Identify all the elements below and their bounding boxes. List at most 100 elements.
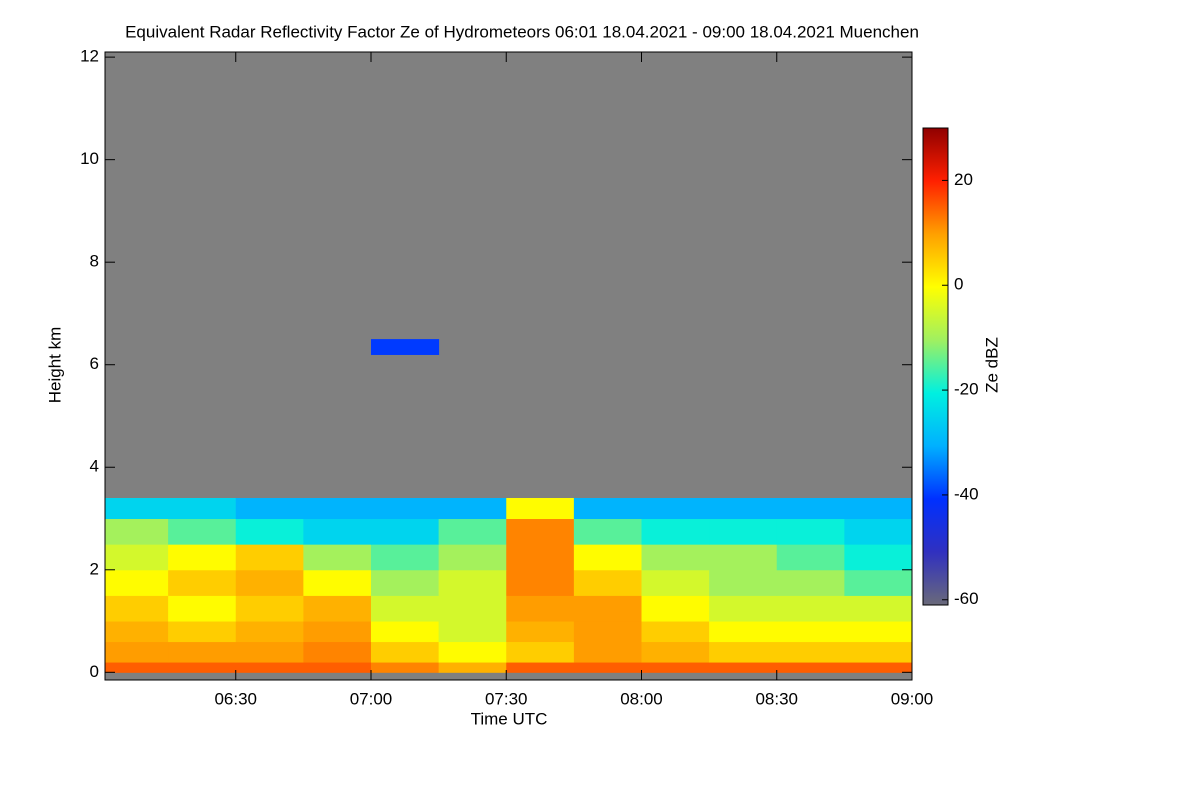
heat-cell [370,339,440,355]
heat-cell [168,544,237,571]
y-tick-label: 4 [90,457,99,476]
y-tick-label: 6 [90,354,99,373]
heat-cell [105,569,169,596]
heat-cell [235,498,304,520]
heat-cell [168,569,237,596]
heat-cell [506,544,575,571]
x-axis-label: Time UTC [471,709,548,728]
heat-cell [370,544,440,571]
heat-cell [370,569,440,596]
x-tick-label: 08:00 [620,689,663,708]
heat-cell [370,641,440,663]
heat-cell [438,641,507,663]
heat-cell [844,544,913,571]
heat-cell [641,641,710,663]
heat-cell [641,621,710,643]
heat-cell [370,518,440,545]
heat-cell [506,621,575,643]
heat-cell [641,595,710,622]
heat-cell [235,641,304,663]
heat-cell [370,621,440,643]
heat-cell [105,621,169,643]
y-tick-label: 8 [90,252,99,271]
heat-cell [709,641,778,663]
heat-cell [641,662,710,673]
colorbar-tick-label: 20 [954,170,973,189]
heat-cell [168,498,237,520]
heat-cell [105,498,169,520]
heat-cell [438,518,507,545]
heat-cell [506,662,575,673]
heat-cell [303,498,372,520]
heat-cell [709,498,778,520]
x-tick-label: 08:30 [755,689,798,708]
heat-cell [776,641,845,663]
heat-cell [235,595,304,622]
heat-cell [303,544,372,571]
x-tick-label: 09:00 [891,689,934,708]
heat-cell [709,544,778,571]
heat-cell [370,662,440,673]
heat-cell [168,595,237,622]
heat-cell [235,569,304,596]
heat-cell [235,621,304,643]
heat-cell [303,621,372,643]
heat-cell [776,544,845,571]
y-tick-label: 12 [80,47,99,66]
heat-cell [573,498,642,520]
heat-cell [438,498,507,520]
heat-cell [776,595,845,622]
heat-cell [168,641,237,663]
heat-cell [641,518,710,545]
heat-cell [709,518,778,545]
heat-cell [438,569,507,596]
heat-cell [776,569,845,596]
colorbar-tick-label: -40 [954,484,979,503]
heat-cell [844,569,913,596]
heat-cell [573,518,642,545]
heat-cell [709,662,778,673]
colorbar-tick-label: -20 [954,380,979,399]
heat-cell [573,662,642,673]
heat-cell [303,641,372,663]
heat-cell [438,544,507,571]
heat-cell [641,544,710,571]
heat-cell [105,544,169,571]
x-tick-label: 07:30 [485,689,528,708]
heat-cell [370,498,440,520]
heat-cell [641,569,710,596]
heat-cell [168,621,237,643]
heat-cell [573,544,642,571]
heat-cell [844,498,913,520]
heat-cell [844,641,913,663]
heat-cell [573,595,642,622]
colorbar [922,127,949,606]
heat-cell [303,595,372,622]
colorbar-label: Ze dBZ [982,337,1001,393]
heat-cell [506,518,575,545]
colorbar-tick-label: 0 [954,275,963,294]
heat-cell [844,662,913,673]
heat-cell [573,569,642,596]
heat-cell [168,662,237,673]
heat-cell [844,621,913,643]
heat-cell [370,595,440,622]
plot-frame [104,51,913,681]
heat-cell [641,498,710,520]
heat-cell [303,662,372,673]
heat-cell [303,569,372,596]
heat-cell [506,595,575,622]
y-axis-label: Height km [45,327,64,404]
heat-cell [506,641,575,663]
heat-cell [573,641,642,663]
heat-cell [105,518,169,545]
heat-cell [709,595,778,622]
x-tick-label: 06:30 [214,689,257,708]
heat-cell [438,595,507,622]
heat-cell [844,518,913,545]
heat-cell [709,621,778,643]
heat-cell [844,595,913,622]
heat-cell [776,662,845,673]
heat-cell [235,544,304,571]
